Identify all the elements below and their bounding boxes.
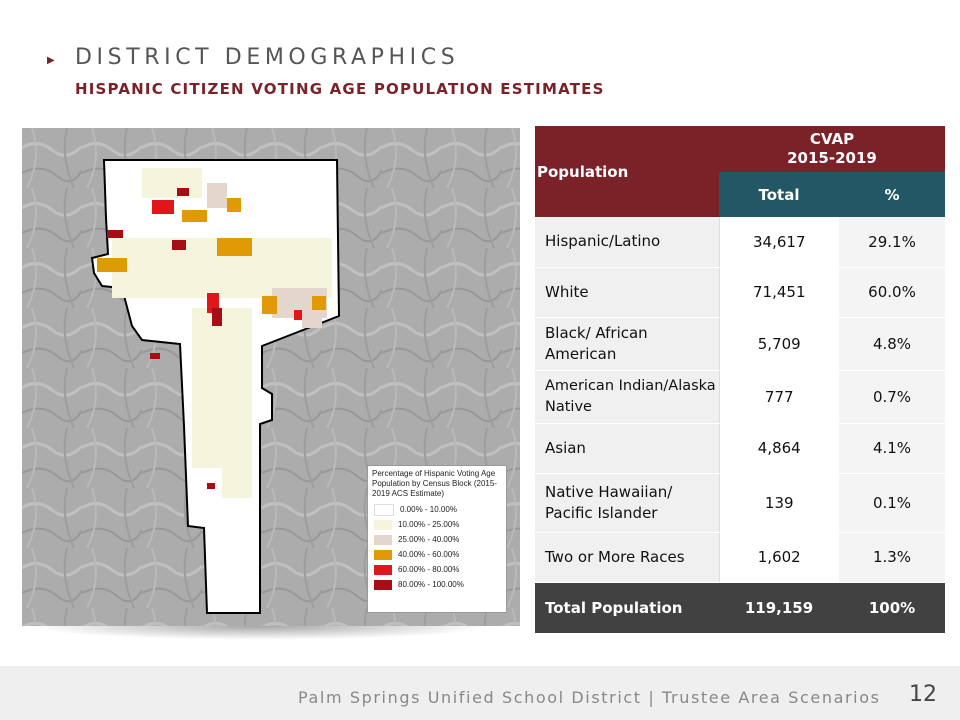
footer-text: Palm Springs Unified School District | T… <box>298 688 881 707</box>
row-total: 777 <box>718 370 839 424</box>
row-percent: 0.7% <box>839 370 945 424</box>
legend-item: 80.00% - 100.00% <box>372 577 502 592</box>
row-total: 139 <box>718 473 839 533</box>
row-percent: 1.3% <box>839 532 945 583</box>
page-title: DISTRICT DEMOGRAPHICS <box>75 45 460 70</box>
legend-label: 80.00% - 100.00% <box>398 579 464 589</box>
total-label: Total Population <box>535 582 719 633</box>
table-row: Asian 4,864 4.1% <box>535 423 945 474</box>
page-number: 12 <box>909 682 937 707</box>
legend-swatch <box>374 534 392 545</box>
table-row: Black/ African American 5,709 4.8% <box>535 317 945 371</box>
header-cvap-line2: 2015-2019 <box>787 149 877 167</box>
legend-item: 0.00% - 10.00% <box>372 502 502 517</box>
legend-swatch <box>374 519 392 530</box>
row-total: 4,864 <box>718 423 839 474</box>
header-percent: % <box>839 172 945 217</box>
row-label: Black/ African American <box>535 317 719 371</box>
row-total: 71,451 <box>718 267 839 318</box>
legend-item: 25.00% - 40.00% <box>372 532 502 547</box>
row-label: Native Hawaiian/ Pacific Islander <box>535 473 719 533</box>
row-percent: 0.1% <box>839 473 945 533</box>
table-row: Native Hawaiian/ Pacific Islander 139 0.… <box>535 473 945 533</box>
table-row: American Indian/Alaska Native 777 0.7% <box>535 370 945 424</box>
row-label: Asian <box>535 423 719 474</box>
header-cvap: CVAP 2015-2019 <box>719 126 945 172</box>
legend-swatch <box>374 579 392 590</box>
table-row: Hispanic/Latino 34,617 29.1% <box>535 217 945 268</box>
legend-swatch <box>374 549 392 560</box>
row-label: Two or More Races <box>535 532 719 583</box>
legend-label: 0.00% - 10.00% <box>400 504 457 514</box>
legend-label: 25.00% - 40.00% <box>398 534 460 544</box>
header-cvap-line1: CVAP <box>809 130 855 148</box>
row-total: 1,602 <box>718 532 839 583</box>
legend-item: 40.00% - 60.00% <box>372 547 502 562</box>
footer-bar <box>0 666 960 720</box>
cvap-table: Population CVAP 2015-2019 Total % Hispan… <box>535 126 945 633</box>
legend-label: 40.00% - 60.00% <box>398 549 460 559</box>
legend-title: Percentage of Hispanic Voting Age Popula… <box>372 469 497 498</box>
legend-item: 60.00% - 80.00% <box>372 562 502 577</box>
legend-label: 60.00% - 80.00% <box>398 564 460 574</box>
row-total: 34,617 <box>718 217 839 268</box>
row-total: 5,709 <box>718 317 839 371</box>
legend-label: 10.00% - 25.00% <box>398 519 460 529</box>
total-value: 119,159 <box>719 582 839 633</box>
legend-swatch <box>374 503 394 516</box>
map-legend: Percentage of Hispanic Voting Age Popula… <box>367 465 507 613</box>
row-label: White <box>535 267 719 318</box>
row-label: Hispanic/Latino <box>535 217 719 268</box>
page-subtitle: HISPANIC CITIZEN VOTING AGE POPULATION E… <box>75 80 605 98</box>
row-percent: 29.1% <box>839 217 945 268</box>
table-row: White 71,451 60.0% <box>535 267 945 318</box>
bullet-arrow-icon: ▶ <box>47 55 55 66</box>
total-row: Total Population 119,159 100% <box>535 582 945 633</box>
table-row: Two or More Races 1,602 1.3% <box>535 532 945 583</box>
header-total: Total <box>719 172 839 217</box>
row-label: American Indian/Alaska Native <box>535 370 719 424</box>
header-population: Population <box>535 126 719 217</box>
row-percent: 4.1% <box>839 423 945 474</box>
district-map: Percentage of Hispanic Voting Age Popula… <box>22 128 520 626</box>
total-percent: 100% <box>839 582 945 633</box>
row-percent: 4.8% <box>839 317 945 371</box>
row-percent: 60.0% <box>839 267 945 318</box>
legend-item: 10.00% - 25.00% <box>372 517 502 532</box>
legend-swatch <box>374 564 392 575</box>
map-image <box>22 128 520 626</box>
